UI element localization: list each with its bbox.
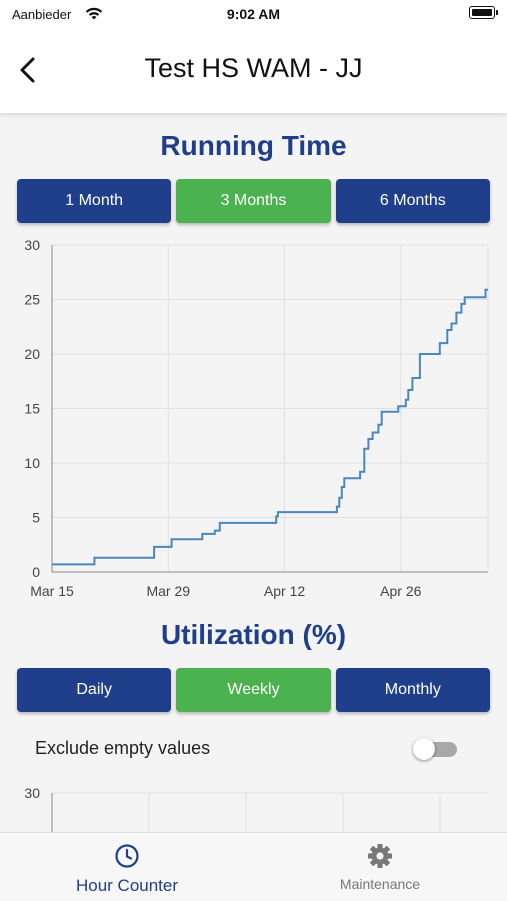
nav-header: Test HS WAM - JJ	[0, 28, 507, 113]
utilization-y-tick-label: 30	[24, 785, 40, 801]
chart-grid	[51, 244, 489, 573]
tab-hour-counter-label: Hour Counter	[75, 876, 179, 895]
utilization-period-buttons: Daily Weekly Monthly	[17, 668, 490, 712]
y-axis-labels: 0 5 10 15 20 25 30	[24, 237, 40, 580]
status-bar: Aanbieder 9:02 AM	[0, 0, 507, 28]
period-weekly-button[interactable]: Weekly	[176, 668, 331, 712]
range-1-month-button[interactable]: 1 Month	[17, 179, 172, 223]
running-time-line	[52, 288, 488, 566]
y-tick-label: 25	[24, 292, 40, 308]
status-time: 9:02 AM	[226, 6, 281, 22]
range-6-months-button[interactable]: 6 Months	[335, 179, 490, 223]
x-tick-label: Apr 12	[264, 583, 305, 599]
tab-maintenance-label: Maintenance	[339, 876, 421, 892]
clock-icon	[115, 844, 139, 868]
period-monthly-button[interactable]: Monthly	[335, 668, 490, 712]
toggle-knob	[413, 738, 435, 760]
y-tick-label: 15	[24, 401, 40, 417]
x-tick-label: Mar 29	[146, 583, 190, 599]
tab-hour-counter[interactable]: Hour Counter	[47, 843, 207, 896]
utilization-title: Utilization (%)	[160, 619, 347, 650]
page-title: Test HS WAM - JJ	[144, 53, 363, 83]
x-tick-label: Apr 26	[380, 583, 421, 599]
exclude-empty-toggle[interactable]	[413, 738, 457, 760]
gear-icon	[368, 844, 392, 868]
y-tick-label: 20	[24, 346, 40, 362]
battery-icon	[469, 6, 498, 19]
y-tick-label: 5	[32, 510, 40, 526]
running-time-chart: 0 5 10 15 20 25 30 Mar 15 Mar 29 Apr 12 Apr 26	[24, 237, 489, 599]
exclude-empty-row: Exclude empty values	[0, 728, 507, 768]
running-time-title: Running Time	[160, 130, 347, 161]
utilization-chart: 30	[24, 785, 488, 832]
bottom-tab-bar: Hour Counter Maintenance	[0, 832, 507, 901]
y-tick-label: 10	[24, 455, 40, 471]
range-3-months-button[interactable]: 3 Months	[176, 179, 331, 223]
wifi-icon	[85, 7, 103, 20]
x-tick-label: Mar 15	[30, 583, 74, 599]
period-daily-button[interactable]: Daily	[17, 668, 172, 712]
tab-maintenance[interactable]: Maintenance	[300, 843, 460, 892]
y-tick-label: 30	[24, 237, 40, 253]
carrier-label: Aanbieder	[12, 7, 72, 22]
x-axis-labels: Mar 15 Mar 29 Apr 12 Apr 26	[30, 583, 421, 599]
back-chevron-icon[interactable]	[14, 56, 42, 84]
exclude-empty-label: Exclude empty values	[35, 738, 211, 758]
running-time-range-buttons: 1 Month 3 Months 6 Months	[17, 179, 490, 223]
y-tick-label: 0	[32, 564, 40, 580]
